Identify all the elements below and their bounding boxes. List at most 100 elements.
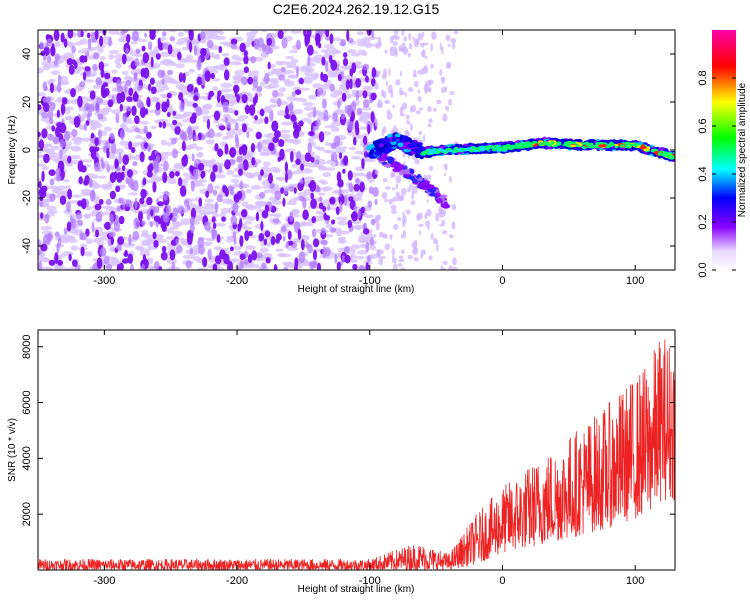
noise-blob	[141, 220, 146, 226]
branch-point	[393, 163, 398, 169]
noise-blob	[46, 96, 51, 105]
noise-blob	[146, 96, 151, 107]
noise-speck	[324, 50, 331, 55]
signal-point	[397, 142, 404, 148]
noise-blob	[168, 171, 175, 179]
noise-blob	[236, 190, 243, 200]
noise-blob	[99, 246, 107, 257]
noise-blob	[276, 97, 282, 108]
noise-speck	[192, 41, 199, 46]
noise-blob	[47, 133, 55, 141]
noise-blob	[354, 120, 359, 132]
noise-blob	[195, 106, 203, 117]
noise-speck	[204, 198, 214, 203]
noise-blob	[318, 42, 322, 49]
noise-blob	[95, 211, 103, 223]
noise-blob	[365, 75, 369, 83]
noise-blob	[102, 82, 109, 88]
noise-speck	[63, 52, 75, 57]
noise-blob	[250, 56, 257, 64]
noise-speck	[169, 226, 180, 230]
noise-blob	[122, 112, 127, 123]
transition-speck	[412, 247, 418, 256]
noise-blob	[238, 168, 243, 176]
noise-blob	[157, 37, 161, 50]
noise-speck	[346, 131, 357, 136]
noise-blob	[321, 56, 326, 66]
noise-speck	[196, 152, 204, 157]
noise-blob	[52, 136, 60, 145]
noise-blob	[241, 144, 248, 156]
noise-blob	[174, 126, 181, 135]
noise-blob	[223, 69, 230, 81]
noise-blob	[349, 78, 353, 90]
noise-blob	[114, 158, 119, 168]
noise-blob	[165, 204, 172, 216]
noise-blob	[67, 155, 72, 164]
noise-speck	[331, 37, 342, 42]
transition-speck	[408, 86, 414, 93]
noise-blob	[200, 134, 206, 141]
noise-blob	[117, 236, 125, 245]
noise-speck	[337, 109, 347, 115]
noise-blob	[60, 103, 66, 115]
noise-speck	[259, 247, 269, 253]
noise-blob	[106, 163, 111, 173]
transition-speck	[374, 169, 379, 175]
noise-speck	[333, 189, 341, 193]
transition-speck	[427, 79, 434, 85]
noise-speck	[50, 145, 60, 151]
noise-speck	[120, 123, 127, 128]
noise-speck	[233, 183, 241, 187]
transition-speck	[411, 241, 418, 249]
noise-blob	[229, 246, 234, 252]
transition-speck	[418, 107, 424, 111]
transition-speck	[391, 187, 396, 191]
x-tick-label: 100	[626, 575, 644, 587]
transition-speck	[403, 36, 408, 42]
noise-blob	[162, 31, 167, 37]
noise-blob	[329, 227, 337, 233]
noise-blob	[230, 38, 238, 46]
noise-speck	[204, 36, 212, 41]
noise-blob	[329, 196, 336, 205]
noise-blob	[134, 57, 140, 67]
noise-blob	[265, 257, 271, 264]
noise-blob	[200, 34, 205, 40]
transition-speck	[401, 102, 408, 111]
signal-point	[378, 143, 384, 148]
noise-blob	[298, 251, 306, 264]
signal-core-point	[513, 145, 521, 149]
noise-speck	[182, 118, 190, 123]
noise-blob	[236, 155, 243, 163]
noise-speck	[148, 109, 157, 113]
noise-blob	[310, 192, 315, 200]
noise-blob	[126, 96, 133, 102]
noise-blob	[198, 197, 203, 207]
noise-blob	[193, 135, 199, 142]
noise-blob	[140, 188, 147, 199]
noise-speck	[287, 247, 299, 251]
noise-blob	[248, 230, 253, 237]
noise-blob	[110, 236, 115, 245]
noise-blob	[289, 150, 294, 163]
noise-blob	[49, 82, 54, 94]
y-tick-label: -40	[21, 238, 33, 254]
noise-blob	[163, 193, 168, 201]
noise-blob	[240, 76, 248, 86]
transition-speck	[427, 106, 432, 113]
noise-blob	[268, 47, 274, 54]
noise-blob	[320, 227, 326, 235]
noise-blob	[68, 64, 75, 75]
transition-speck	[395, 175, 402, 184]
transition-speck	[409, 183, 413, 189]
signal-core-point	[475, 148, 481, 151]
noise-speck	[350, 155, 362, 160]
noise-speck	[225, 238, 235, 243]
transition-speck	[417, 96, 422, 102]
noise-blob	[318, 131, 325, 143]
noise-blob	[80, 165, 87, 173]
noise-blob	[206, 39, 214, 49]
noise-blob	[116, 92, 123, 104]
noise-blob	[188, 30, 192, 36]
